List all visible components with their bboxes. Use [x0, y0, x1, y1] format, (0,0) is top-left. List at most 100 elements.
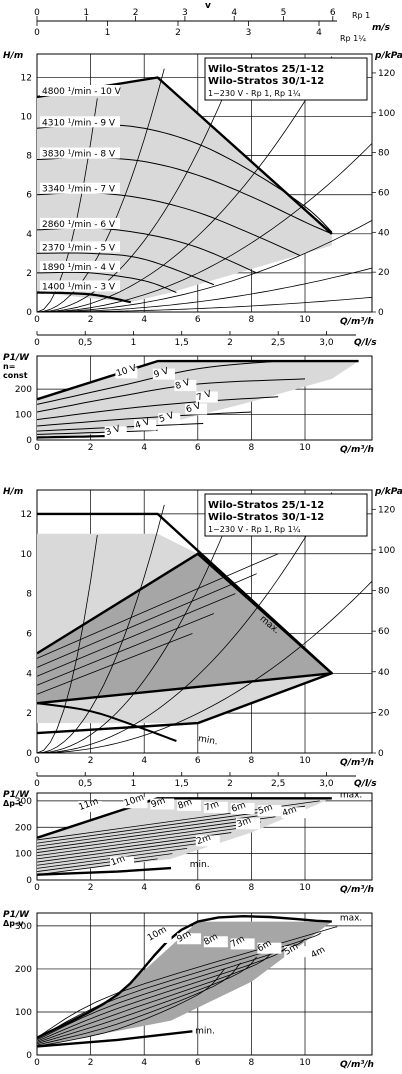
dp-v-label-bg	[203, 936, 228, 948]
speed-curve-label: 3830 ¹/min - 8 V	[42, 150, 116, 160]
plot-frame	[36, 355, 373, 441]
dp-c-label: 1m	[110, 854, 127, 868]
dp-v-label-bg	[311, 949, 336, 961]
x-tick-label: 8	[249, 443, 255, 453]
system-curve	[37, 267, 373, 313]
y-tick-label: 12	[21, 73, 32, 83]
chart-panel-3	[36, 489, 376, 754]
dp-v-label-bg	[257, 942, 282, 954]
dp-c-label-bg	[281, 807, 306, 819]
y2-tick-label: 120	[378, 69, 395, 79]
y-tick-label: 4	[26, 230, 32, 240]
legend-line-3: 1~230 V - Rp 1, Rp 1¼	[208, 525, 301, 534]
y-tick-label: 300	[15, 797, 32, 807]
y-tick-label: 8	[26, 590, 32, 600]
x-tick-label: 6	[195, 756, 201, 766]
x-tick-label: 2	[88, 443, 94, 453]
x-tick-label: 6	[195, 1058, 201, 1068]
y-tick-label: 0	[26, 1051, 32, 1061]
dp-line	[36, 613, 215, 686]
legend-line-1: Wilo-Stratos 25/1-12	[208, 500, 324, 511]
x-axis-label: Q/m³/h	[340, 317, 374, 327]
y2-tick-label: 0	[378, 749, 384, 759]
min-label: min.	[195, 1026, 215, 1036]
dp-c-label-bg	[230, 802, 255, 814]
y-axis-sublabel: Δp-c	[3, 799, 23, 808]
rp114-tick-label: 3	[246, 28, 252, 38]
y-tick-label: 12	[21, 510, 32, 520]
y-tick-label: 10	[21, 113, 33, 123]
dp-c-label: 9m	[150, 796, 167, 810]
y2-tick-label: 40	[378, 668, 390, 678]
system-curve	[37, 296, 373, 313]
dp-c-curve	[36, 826, 247, 857]
y-tick-label: 300	[15, 922, 32, 932]
rp1-tick-label: 2	[133, 8, 139, 18]
y2-tick-label: 60	[378, 627, 390, 637]
y-tick-label: 0	[26, 436, 32, 446]
system-curve	[36, 143, 373, 313]
speed-curve-label: 2860 ¹/min - 6 V	[42, 220, 116, 230]
lps-tick-label: 0,5	[78, 338, 92, 348]
y-axis-sublabel-2: const	[3, 371, 28, 380]
rp114-tick-label: 2	[175, 28, 181, 38]
speed-curve-label: 1890 ¹/min - 4 V	[42, 263, 116, 273]
power-curve-label: 7 V	[196, 389, 214, 403]
y-tick-label: 8	[26, 152, 32, 162]
dp-c-label: 3m	[236, 816, 253, 830]
y2-tick-label: 0	[378, 308, 384, 318]
max-curve	[36, 915, 332, 1039]
x-tick-label: 0	[34, 443, 40, 453]
dp-line	[36, 573, 257, 668]
x-tick-label: 8	[249, 883, 255, 893]
y-axis-label: P1/W	[3, 353, 30, 363]
dp-c-curve	[36, 853, 173, 872]
rp1-tick-label: 6	[330, 8, 336, 18]
curve-label-bg	[40, 147, 120, 159]
power-label-bg	[174, 380, 197, 392]
system-curve	[36, 504, 165, 754]
y2-axis-label: p/kPa	[374, 487, 402, 497]
power-label-bg	[195, 391, 218, 403]
power-curve	[36, 396, 279, 421]
legend-line-2: Wilo-Stratos 30/1-12	[208, 512, 324, 523]
x-tick-label: 0	[34, 756, 40, 766]
legend-line-2: Wilo-Stratos 30/1-12	[208, 76, 324, 87]
x-tick-label: 2	[88, 756, 94, 766]
dp-range-outline	[36, 552, 333, 705]
x-tick-label: 10	[299, 1058, 311, 1068]
dp-v-label-bg	[230, 938, 255, 950]
x-tick-label: 4	[141, 756, 147, 766]
dp-c-curve	[36, 837, 217, 863]
dp-c-curve	[36, 858, 158, 876]
rp1-tick-label: 0	[34, 8, 40, 18]
dp-v-label-bg	[284, 946, 309, 958]
min-label: min.	[190, 860, 210, 870]
y-axis-label: P1/W	[3, 910, 30, 920]
x-tick-label: 10	[299, 756, 311, 766]
power-curve-label: 4 V	[134, 417, 152, 431]
dp-c-label-bg	[257, 805, 282, 817]
y2-tick-label: 20	[378, 268, 390, 278]
curve-label-bg	[40, 85, 120, 96]
x-tick-label: 4	[141, 1058, 147, 1068]
y2-tick-label: 40	[378, 228, 390, 238]
y-tick-label: 100	[15, 850, 32, 860]
dp-c-label: 6m	[230, 800, 247, 814]
control-area-dark	[37, 553, 332, 704]
lps-tick-label: 3,0	[319, 338, 334, 348]
curve-label-bg	[40, 260, 120, 272]
lps-tick-label: 1,5	[175, 779, 189, 789]
speed-curve-label: 1400 ¹/min - 3 V	[42, 282, 116, 292]
min-curve	[36, 672, 333, 735]
lps-unit: Q/l/s	[354, 338, 377, 348]
system-curve	[36, 497, 239, 754]
x-axis-label: Q/m³/h	[340, 885, 374, 895]
velocity-label: v	[205, 1, 211, 11]
y-tick-label: 200	[15, 823, 32, 833]
y2-axis-label: p/kPa	[374, 51, 402, 61]
lps-tick-label: 2	[227, 779, 233, 789]
x-tick-label: 6	[195, 883, 201, 893]
rp1-tick-label: 5	[281, 8, 287, 18]
power-curve-label: 8 V	[174, 378, 192, 392]
